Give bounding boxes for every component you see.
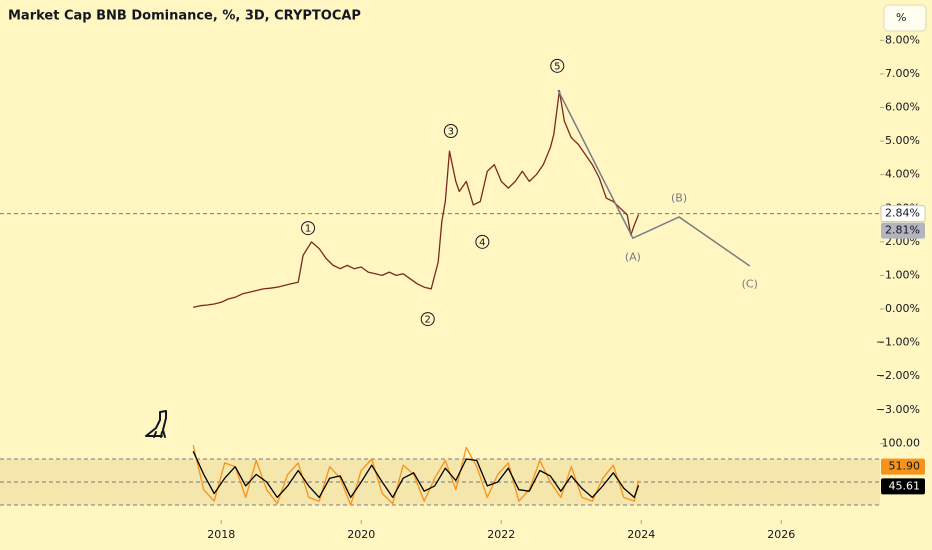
- y-tick-label: 5.00%: [885, 134, 920, 147]
- wave-drawing: [557, 89, 751, 267]
- y-tick-label: 100.00: [882, 437, 921, 450]
- scale-button[interactable]: [883, 4, 927, 32]
- y-tick-label: 4.00%: [885, 168, 920, 181]
- chart-title: Market Cap BNB Dominance, %, 3D, CRYPTOC…: [8, 9, 361, 24]
- last-value-label-box: [881, 222, 925, 239]
- y-tick-label: 0.00%: [885, 302, 920, 315]
- wave-label: 1: [305, 224, 311, 235]
- wave-circle: [443, 124, 458, 139]
- x-tick-label: 2026: [767, 528, 795, 541]
- wave-label: (A): [625, 250, 641, 263]
- last-value-label: 2.81%: [885, 224, 920, 237]
- x-tick-label: 2024: [627, 528, 655, 541]
- scale-button-label[interactable]: %: [896, 11, 906, 24]
- wave-label: 5: [554, 61, 560, 72]
- y-tick-label: 6.00%: [885, 100, 920, 113]
- wave-label: (B): [671, 191, 687, 204]
- x-tick-label: 2018: [207, 528, 235, 541]
- wave-label: 4: [479, 237, 485, 248]
- series-line: [192, 445, 640, 506]
- y-tick-label: −1.00%: [876, 336, 920, 349]
- y-tick-label: −3.00%: [876, 403, 920, 416]
- y-tick-label: 8.00%: [885, 33, 920, 46]
- logo: [145, 410, 167, 438]
- last-value-label-box: [881, 478, 925, 495]
- last-value-label: 45.61: [889, 479, 921, 492]
- wave-circle: [420, 312, 435, 327]
- y-tick-label: 7.00%: [885, 67, 920, 80]
- last-value-label-box: [881, 458, 925, 475]
- x-tick-label: 2022: [487, 528, 515, 541]
- last-price-label-box: [880, 205, 926, 223]
- series-line: [192, 451, 640, 499]
- last-price-label: 2.84%: [885, 207, 920, 220]
- level-band: [0, 459, 880, 506]
- wave-label: 3: [448, 127, 454, 138]
- wave-circle: [550, 58, 565, 73]
- wave-circle: [475, 234, 490, 249]
- x-tick-label: 2020: [347, 528, 375, 541]
- wave-label: (C): [742, 277, 758, 290]
- y-tick-label: −2.00%: [876, 369, 920, 382]
- wave-label: 2: [425, 315, 431, 326]
- last-value-label: 51.90: [889, 460, 921, 473]
- series-line: [193, 90, 640, 309]
- y-tick-label: 1.00%: [885, 268, 920, 281]
- wave-circle: [301, 221, 316, 236]
